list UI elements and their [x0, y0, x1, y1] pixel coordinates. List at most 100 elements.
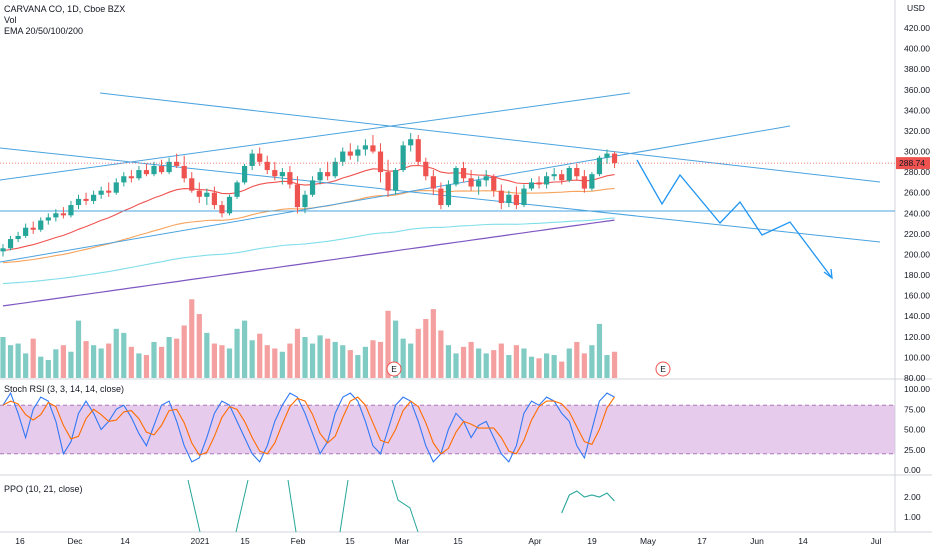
candle-body	[211, 192, 217, 206]
volume-bar	[604, 355, 610, 378]
candle-body	[506, 194, 512, 203]
volume-bar	[468, 341, 474, 378]
candle-body	[23, 227, 29, 236]
volume-bar	[151, 341, 157, 378]
currency-label: USD	[907, 3, 925, 13]
volume-bar	[113, 328, 119, 378]
price-tick-label: 180.00	[904, 270, 930, 280]
time-tick-label: 15	[345, 536, 355, 546]
volume-bar	[574, 341, 580, 378]
candle-body	[226, 196, 233, 214]
time-tick-label: 15	[240, 536, 250, 546]
volume-bar	[98, 348, 104, 378]
last-price-badge	[896, 157, 930, 170]
volume-bar	[196, 314, 202, 378]
price-tick-label: 200.00	[904, 249, 930, 259]
volume-bar	[272, 348, 278, 378]
candle-body	[174, 161, 180, 166]
candle-body	[483, 176, 489, 181]
candle-body	[136, 170, 142, 179]
time-tick-label: 15	[453, 536, 463, 546]
volume-bar	[15, 343, 21, 378]
ema200-line	[2, 219, 615, 307]
candle-body	[15, 235, 21, 240]
time-tick-label: Mar	[395, 536, 410, 546]
trendline-upper-channel	[0, 92, 631, 181]
volume-bar	[226, 348, 233, 378]
volume-bar	[121, 332, 127, 378]
volume-bar	[559, 361, 565, 378]
volume-bar	[294, 328, 301, 378]
volume-bar	[60, 345, 66, 378]
candle-body	[362, 145, 368, 150]
volume-bar	[589, 345, 595, 378]
candle-body	[574, 168, 580, 177]
candle-body	[91, 194, 97, 201]
volume-bar	[491, 350, 497, 378]
candle-body	[430, 176, 436, 189]
candle-body	[204, 192, 210, 197]
ppo-line-segment	[339, 479, 349, 533]
volume-bar	[430, 309, 436, 378]
stoch-tick-label: 100.00	[904, 384, 930, 394]
time-tick-label: 17	[697, 536, 707, 546]
volume-bar	[453, 353, 459, 378]
candle-body	[385, 172, 391, 191]
candle-body	[468, 178, 474, 187]
candle-body	[498, 190, 504, 203]
volume-bar	[362, 346, 368, 378]
volume-bar	[551, 355, 557, 378]
candle-body	[513, 194, 519, 206]
volume-bar	[249, 340, 255, 378]
volume-bar	[204, 332, 210, 378]
volume-bar	[7, 345, 14, 378]
volume-bar	[23, 353, 29, 378]
candle-body	[45, 217, 51, 221]
projection-arrowhead	[823, 268, 833, 280]
volume-bar	[513, 345, 519, 378]
price-tick-label: 320.00	[904, 126, 930, 136]
candle-body	[536, 182, 542, 185]
time-tick-label: Feb	[291, 536, 306, 546]
volume-bar	[393, 320, 399, 378]
candle-body	[559, 174, 565, 181]
price-tick-label: 420.00	[904, 23, 930, 33]
candle-body	[332, 161, 338, 177]
volume-bar	[400, 338, 406, 378]
volume-bar	[460, 346, 467, 378]
volume-bar	[528, 356, 535, 378]
candle-body	[604, 153, 610, 158]
volume-bar	[423, 318, 429, 378]
candle-body	[83, 198, 89, 201]
legend-block: CARVANA CO, 1D, Cboe BZX Vol EMA 20/50/1…	[4, 4, 125, 37]
ppo-line-segment	[235, 479, 249, 533]
time-tick-label: 16	[15, 536, 25, 546]
candle-body	[196, 190, 202, 197]
candle-body	[30, 227, 36, 230]
volume-bar	[83, 341, 89, 378]
candle-body	[257, 153, 263, 162]
candle-body	[60, 213, 66, 216]
candle-body	[166, 161, 172, 173]
candle-body	[287, 172, 293, 185]
candle-body	[234, 182, 240, 197]
ppo-line-segment	[287, 479, 297, 533]
symbol-title: CARVANA CO, 1D, Cboe BZX	[4, 4, 126, 14]
price-tick-label: 80.00	[904, 373, 926, 383]
ppo-label: PPO (10, 21, close)	[4, 484, 83, 494]
candle-body	[53, 213, 59, 218]
ppo-line	[561, 490, 615, 514]
volume-bar	[498, 343, 504, 378]
stoch-tick-label: 50.00	[904, 425, 926, 435]
candle-body	[528, 182, 535, 189]
candle-body	[317, 172, 323, 181]
volume-bar	[106, 343, 112, 378]
candle-body	[566, 168, 572, 181]
ppo-tick-label: 1.00	[904, 512, 921, 522]
candle-body	[408, 139, 414, 146]
volume-bar	[408, 343, 414, 378]
ppo-line-segment	[187, 479, 201, 533]
candle-body	[438, 188, 444, 206]
vol-legend: Vol	[4, 15, 17, 25]
